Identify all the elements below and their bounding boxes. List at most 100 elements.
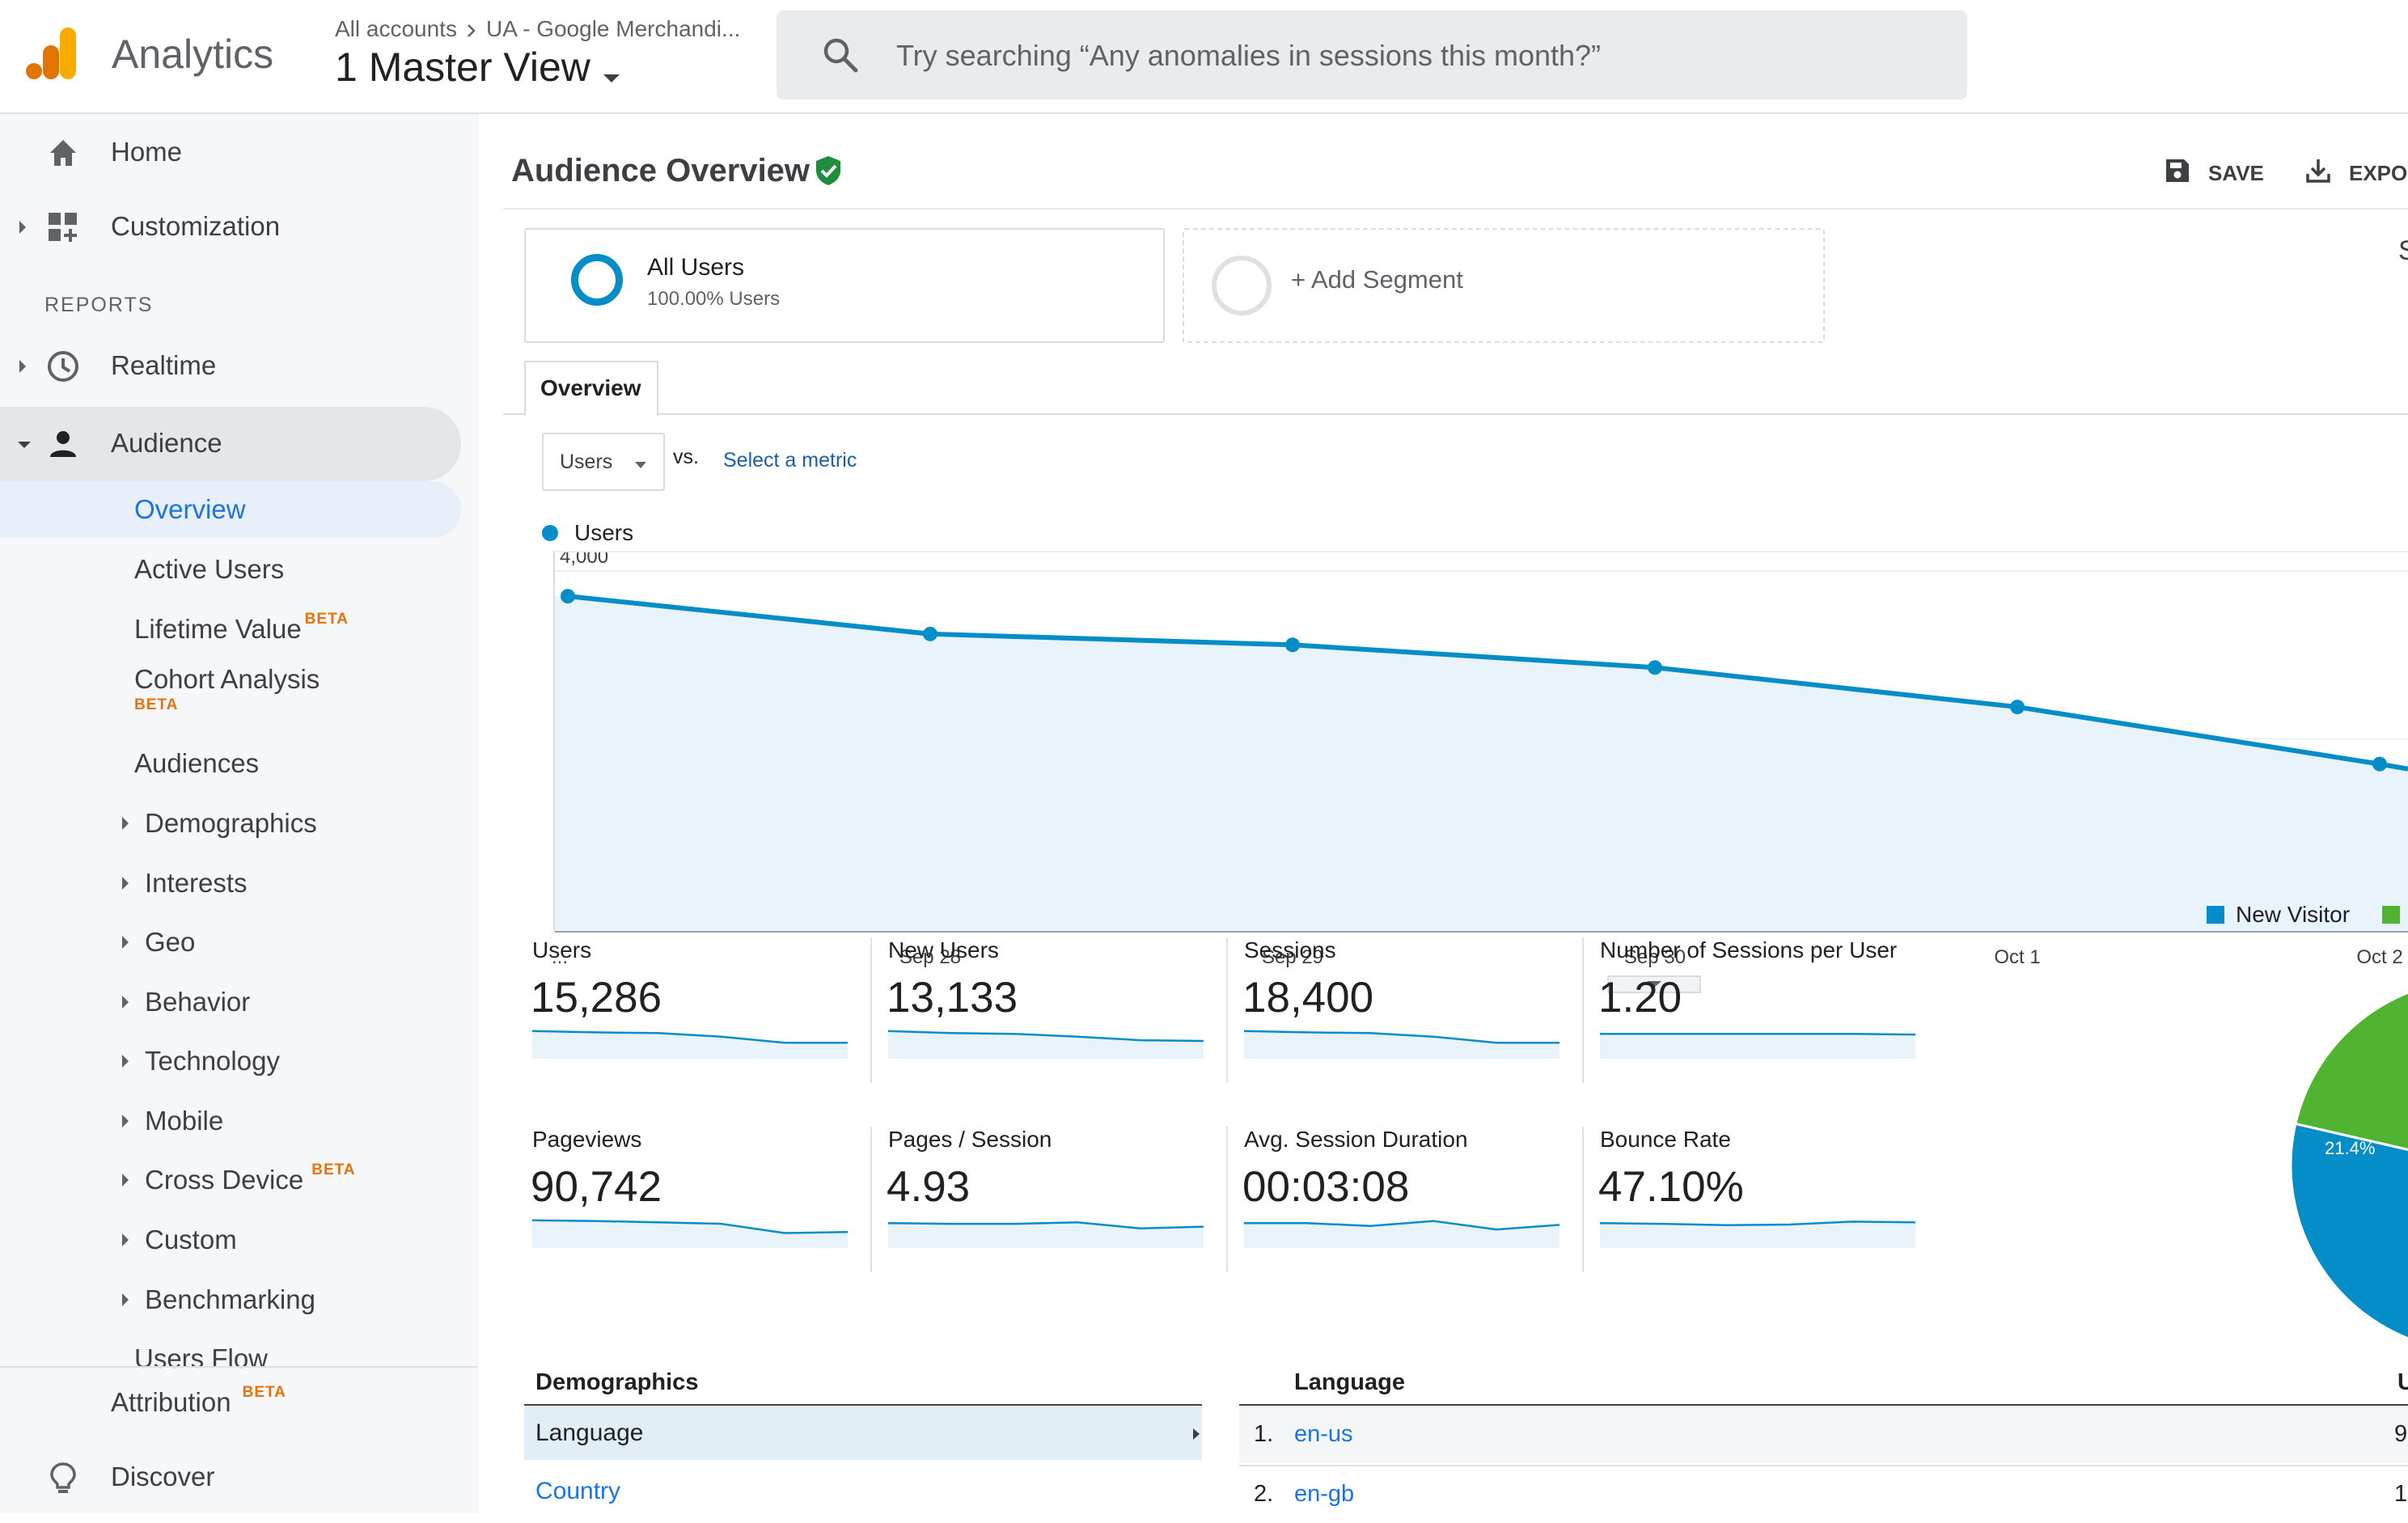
download-icon (2304, 156, 2333, 191)
beta-badge: BETA (304, 611, 349, 628)
tile-separator (1226, 1127, 1228, 1272)
sidebar-item-cross-device[interactable]: Cross Device BETA (0, 1152, 461, 1208)
sparkline-area (532, 1030, 848, 1059)
visitor-pie-chart[interactable]: 21.4% (2234, 955, 2408, 1360)
view-name: 1 Master View (335, 44, 590, 90)
metric-sparkline (532, 1219, 848, 1248)
expand-arrow-icon (121, 1114, 129, 1132)
sidebar-item-custom[interactable]: Custom (0, 1212, 461, 1268)
segment-name: All Users (647, 254, 745, 281)
breadcrumb-root[interactable]: All accounts (335, 16, 457, 41)
sparkline-area (1244, 1221, 1559, 1248)
metric-tile[interactable]: Avg. Session Duration 00:03:08 (1236, 1112, 1592, 1274)
metric-sparkline (1600, 1032, 1915, 1059)
sidebar-item-lifetime-value[interactable]: Lifetime Value BETA (0, 601, 461, 658)
sidebar-item-geo[interactable]: Geo (0, 914, 461, 971)
sidebar-item-mobile[interactable]: Mobile (0, 1093, 461, 1149)
data-point (2010, 700, 2025, 715)
sidebar-item-audiences[interactable]: Audiences (0, 735, 461, 792)
page-title: Audience Overview (511, 153, 810, 188)
lightbulb-icon (45, 1460, 81, 1500)
sidebar-item-active-users[interactable]: Active Users (0, 541, 461, 598)
tab-overview[interactable]: Overview (524, 361, 658, 416)
segment-all-users[interactable]: All Users 100.00% Users (524, 228, 1165, 343)
expand-arrow-icon (121, 995, 129, 1013)
tile-separator (1582, 937, 1584, 1083)
pie-slice-label: 21.4% (2325, 1138, 2375, 1158)
home-icon (45, 135, 81, 175)
metric-tile[interactable]: New Users 13,133 (880, 923, 1236, 1085)
sidebar-item-audience[interactable]: Audience (0, 407, 461, 481)
metric-value: 18,400 (1242, 974, 1374, 1022)
add-segment-button[interactable]: + Add Segment (1183, 228, 1825, 343)
metric-label: Sessions (1244, 937, 1336, 962)
tile-separator (870, 937, 872, 1083)
sidebar-item-demographics[interactable]: Demographics (0, 795, 461, 852)
data-point (2372, 756, 2387, 772)
language-link[interactable]: en-us (1294, 1421, 1353, 1447)
breadcrumb-property[interactable]: UA - Google Merchandi... (485, 16, 741, 41)
sidebar-item-technology[interactable]: Technology (0, 1033, 461, 1089)
expand-arrow-icon (121, 1292, 129, 1311)
tile-separator (870, 1127, 872, 1272)
sidebar-item-home[interactable]: Home (0, 116, 461, 190)
x-tick-label: Oct 1 (1994, 946, 2040, 968)
row-value: 9 (2394, 1421, 2408, 1447)
metric-label: Number of Sessions per User (1600, 937, 1898, 962)
save-icon (2163, 156, 2192, 191)
account-breadcrumb[interactable]: All accounts UA - Google Merchandi... (335, 16, 740, 44)
truncated-control[interactable]: S (2398, 235, 2408, 266)
sidebar-item-users-flow[interactable]: Users Flow (0, 1331, 461, 1387)
sidebar-item-customization[interactable]: Customization (0, 190, 461, 264)
row-rank: 1. (1254, 1421, 1274, 1447)
expand-arrow-icon (121, 935, 129, 954)
sidebar-item-behavior[interactable]: Behavior (0, 974, 461, 1030)
metric-tile[interactable]: Bounce Rate 47.10% (1592, 1112, 1948, 1274)
metric-tile[interactable]: Pageviews 90,742 (524, 1112, 880, 1274)
expand-arrow-icon (18, 219, 28, 239)
table-row: 2. en-gb 1 (1239, 1465, 2408, 1523)
select-metric-link[interactable]: Select a metric (723, 449, 857, 472)
sidebar-item-realtime[interactable]: Realtime (0, 329, 461, 404)
x-tick-label: Oct 2 (2356, 946, 2402, 968)
tab-divider (503, 413, 2408, 415)
sidebar-item-label: Benchmarking (145, 1284, 315, 1314)
main-content: Audience Overview SAVE EXPOR S All Users… (503, 114, 2408, 1513)
title-divider (503, 208, 2408, 209)
pie-slice[interactable] (2289, 979, 2408, 1352)
sidebar: Home Customization REPORTS Realtime Audi… (0, 114, 478, 1513)
search-input[interactable] (895, 27, 1933, 85)
tile-separator (1226, 937, 1228, 1083)
metric-dropdown[interactable]: Users (542, 433, 665, 491)
analytics-logo-icon[interactable] (26, 27, 78, 79)
language-link[interactable]: en-gb (1294, 1481, 1355, 1507)
view-selector[interactable]: 1 Master View (335, 44, 621, 94)
sidebar-item-discover[interactable]: Discover (0, 1441, 461, 1515)
sidebar-item-label: Cross Device (145, 1165, 304, 1195)
sidebar-item-label-wrap: Lifetime Value BETA (134, 611, 349, 645)
metric-tile[interactable]: Number of Sessions per User 1.20 (1592, 923, 1948, 1085)
metric-label: New Users (888, 937, 999, 962)
sidebar-item-benchmarking[interactable]: Benchmarking (0, 1271, 461, 1328)
demographics-country-item[interactable]: Country (535, 1478, 621, 1504)
sidebar-divider (0, 1366, 477, 1368)
sidebar-item-label: Discover (111, 1462, 215, 1491)
pie-slice[interactable] (2294, 979, 2408, 1166)
metric-tile[interactable]: Users 15,286 (524, 923, 880, 1085)
demographics-language-item[interactable]: Language (524, 1407, 1202, 1460)
metric-tile[interactable]: Sessions 18,400 (1236, 923, 1592, 1085)
top-header: Analytics All accounts UA - Google Mercha… (0, 0, 2408, 114)
metric-tile[interactable]: Pages / Session 4.93 (880, 1112, 1236, 1274)
sidebar-item-cohort-analysis[interactable]: Cohort Analysis BETA (0, 651, 461, 729)
sidebar-item-overview[interactable]: Overview (0, 481, 461, 538)
pie-legend: New Visitor (2207, 902, 2408, 928)
metric-sparkline (532, 1030, 848, 1059)
sidebar-item-interests[interactable]: Interests (0, 855, 461, 912)
search-bar[interactable] (777, 11, 1967, 99)
save-label: SAVE (2208, 161, 2264, 185)
tile-separator (1582, 1127, 1584, 1272)
metric-value: 4.93 (887, 1163, 971, 1211)
sparkline-line (888, 1221, 1204, 1230)
sidebar-item-attribution[interactable]: Attribution BETA (0, 1369, 461, 1437)
